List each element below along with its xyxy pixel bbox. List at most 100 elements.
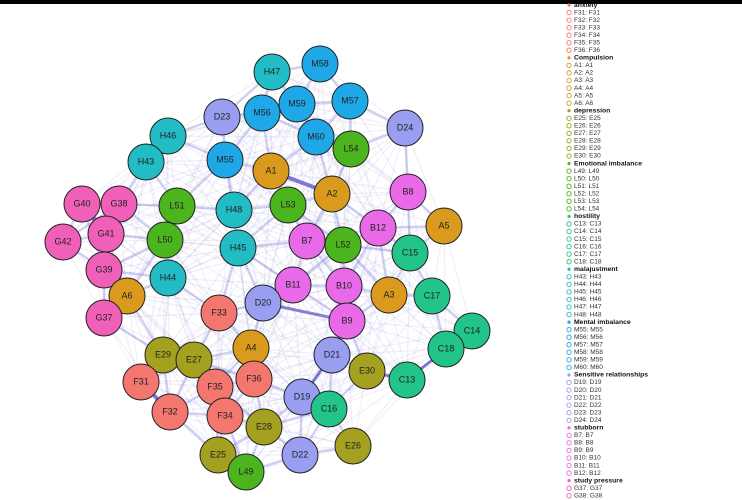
node: [328, 302, 366, 340]
edge: [292, 252, 411, 286]
legend-item: H43: H43: [574, 274, 602, 281]
node-label: G42: [54, 236, 71, 246]
edge: [164, 239, 264, 304]
node: [310, 390, 348, 428]
legend-marker: [566, 85, 572, 91]
legend-marker: [566, 115, 572, 121]
node: [151, 393, 189, 431]
edge: [250, 204, 289, 349]
node: [85, 251, 123, 289]
legend-item: M55: M55: [574, 326, 603, 333]
edge: [126, 295, 264, 304]
legend-marker: [566, 455, 572, 461]
node: [122, 363, 160, 401]
edge: [296, 103, 308, 242]
node: [252, 152, 290, 190]
legend-marker: [566, 349, 572, 355]
edge: [218, 285, 345, 314]
legend-item: L50: L50: [574, 175, 600, 182]
node-label: G38: [110, 198, 127, 208]
legend-item: D19: D19: [574, 379, 602, 386]
node: [274, 266, 312, 304]
legend-marker: [566, 221, 572, 227]
node: [281, 436, 319, 474]
edge: [140, 378, 255, 383]
edge: [214, 354, 333, 388]
legend-item: F31: F31: [574, 9, 600, 16]
legend-marker: [566, 92, 572, 99]
node-label: B8: [402, 186, 413, 196]
edge: [169, 302, 264, 413]
edge: [306, 240, 333, 356]
legend-item: E29: E29: [574, 145, 601, 152]
node: [313, 175, 351, 213]
edge: [218, 312, 333, 356]
legend-item: G37: G37: [574, 485, 603, 492]
edge: [346, 191, 409, 322]
legend-item: B8: B8: [574, 440, 594, 447]
legend-marker: [566, 334, 572, 340]
node-label: M55: [216, 154, 234, 164]
edge: [224, 354, 333, 417]
edge: [118, 116, 223, 205]
edge: [343, 285, 473, 332]
legend-group-marker: [567, 320, 571, 324]
node-label: C13: [399, 374, 416, 384]
edge: [224, 159, 294, 286]
edge: [350, 148, 411, 254]
edge: [218, 240, 308, 314]
legend-item: A3: A3: [574, 77, 594, 84]
node-label: M56: [253, 107, 271, 117]
edge: [167, 159, 226, 279]
legend-marker: [566, 175, 572, 182]
node-label: L51: [169, 200, 184, 210]
legend-marker: [566, 311, 572, 318]
node-label: D22: [292, 449, 309, 459]
edge: [169, 411, 301, 456]
edge: [103, 247, 239, 271]
node: [313, 336, 351, 374]
node: [386, 109, 424, 147]
legend-item: C14: C14: [574, 228, 602, 235]
node: [388, 361, 426, 399]
legend-group-marker: [567, 3, 571, 7]
node: [158, 187, 196, 225]
node: [427, 330, 465, 368]
node: [235, 360, 273, 398]
legend-item: H47: H47: [574, 304, 602, 311]
legend-group-title: Sensitive relationships: [574, 372, 648, 379]
legend-group-marker: [567, 109, 571, 113]
edge: [306, 127, 406, 242]
node-label: F31: [133, 376, 149, 386]
node: [206, 397, 244, 435]
node-label: A4: [245, 342, 256, 352]
node-label: L53: [280, 199, 295, 209]
node-label: L50: [157, 234, 172, 244]
node-label: C14: [464, 325, 481, 335]
node: [278, 85, 316, 123]
legend-marker: [566, 296, 572, 303]
legend-marker: [566, 47, 572, 53]
legend-item: M58: M58: [574, 349, 603, 356]
edge: [342, 127, 406, 246]
node-label: F32: [162, 406, 178, 416]
node: [146, 221, 184, 259]
legend-item: E30: E30: [574, 153, 601, 160]
legend-group-marker: [567, 373, 571, 377]
node-label: D23: [214, 111, 231, 121]
edge: [262, 294, 390, 304]
node-label: F33: [211, 307, 227, 317]
edge: [331, 193, 445, 227]
node-label: A1: [265, 165, 276, 175]
legend-marker: [566, 432, 572, 438]
top-bar: [0, 0, 742, 4]
legend-marker: [566, 206, 572, 212]
legend-item: E25: E25: [574, 115, 601, 122]
node-label: G37: [95, 312, 112, 322]
edge: [306, 191, 409, 242]
node: [359, 209, 397, 247]
legend-item: F36: F36: [574, 47, 600, 54]
node: [453, 312, 491, 350]
node-label: H43: [138, 156, 155, 166]
